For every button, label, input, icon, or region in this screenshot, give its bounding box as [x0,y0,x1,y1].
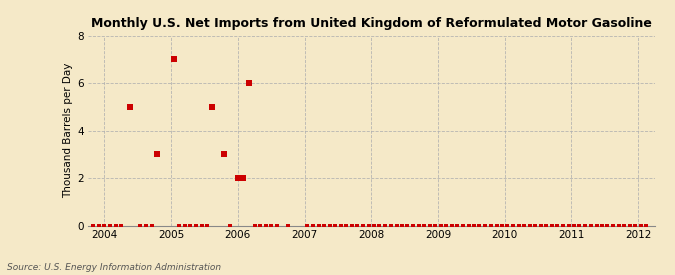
Point [452,223,462,228]
Point [558,223,569,228]
Point [497,223,508,228]
Point [552,223,563,228]
Point [254,223,265,228]
Point [244,81,254,85]
Point [614,223,624,228]
Point [168,57,179,62]
Point [418,223,429,228]
Point [641,223,651,228]
Point [346,223,357,228]
Point [135,223,146,228]
Point [491,223,502,228]
Point [302,223,313,228]
Point [307,223,318,228]
Point [207,105,218,109]
Point [111,223,122,228]
Point [374,223,385,228]
Point [238,176,248,180]
Point [635,223,646,228]
Point [99,223,110,228]
Point [180,223,190,228]
Point [330,223,341,228]
Point [524,223,535,228]
Point [547,223,558,228]
Point [335,223,346,228]
Point [261,223,271,228]
Point [447,223,458,228]
Point [319,223,329,228]
Point [485,223,496,228]
Point [363,223,374,228]
Point [232,176,243,180]
Point [88,223,99,228]
Point [530,223,541,228]
Point [591,223,602,228]
Point [458,223,468,228]
Point [140,223,151,228]
Point [564,223,574,228]
Point [585,223,596,228]
Y-axis label: Thousand Barrels per Day: Thousand Barrels per Day [63,63,73,198]
Point [105,223,115,228]
Point [173,223,184,228]
Point [619,223,630,228]
Point [574,223,585,228]
Point [435,223,446,228]
Point [468,223,479,228]
Point [282,223,293,228]
Point [124,105,135,109]
Point [518,223,529,228]
Text: Source: U.S. Energy Information Administration: Source: U.S. Energy Information Administ… [7,263,221,272]
Point [146,223,157,228]
Point [249,223,260,228]
Point [313,223,324,228]
Point [219,152,230,156]
Point [191,223,202,228]
Point [597,223,608,228]
Point [196,223,207,228]
Point [407,223,418,228]
Point [441,223,452,228]
Point [94,223,105,228]
Point [392,223,402,228]
Point [580,223,591,228]
Point [508,223,518,228]
Point [608,223,618,228]
Point [152,152,163,156]
Point [224,223,235,228]
Point [480,223,491,228]
Point [202,223,213,228]
Point [271,223,282,228]
Point [541,223,551,228]
Point [340,223,351,228]
Point [266,223,277,228]
Point [425,223,435,228]
Point [624,223,635,228]
Point [630,223,641,228]
Point [474,223,485,228]
Point [325,223,335,228]
Title: Monthly U.S. Net Imports from United Kingdom of Reformulated Motor Gasoline: Monthly U.S. Net Imports from United Kin… [91,17,651,31]
Point [502,223,513,228]
Point [358,223,369,228]
Point [369,223,379,228]
Point [513,223,524,228]
Point [402,223,412,228]
Point [380,223,391,228]
Point [430,223,441,228]
Point [396,223,407,228]
Point [385,223,396,228]
Point [568,223,579,228]
Point [602,223,613,228]
Point [463,223,474,228]
Point [352,223,362,228]
Point [115,223,126,228]
Point [413,223,424,228]
Point [535,223,546,228]
Point [185,223,196,228]
